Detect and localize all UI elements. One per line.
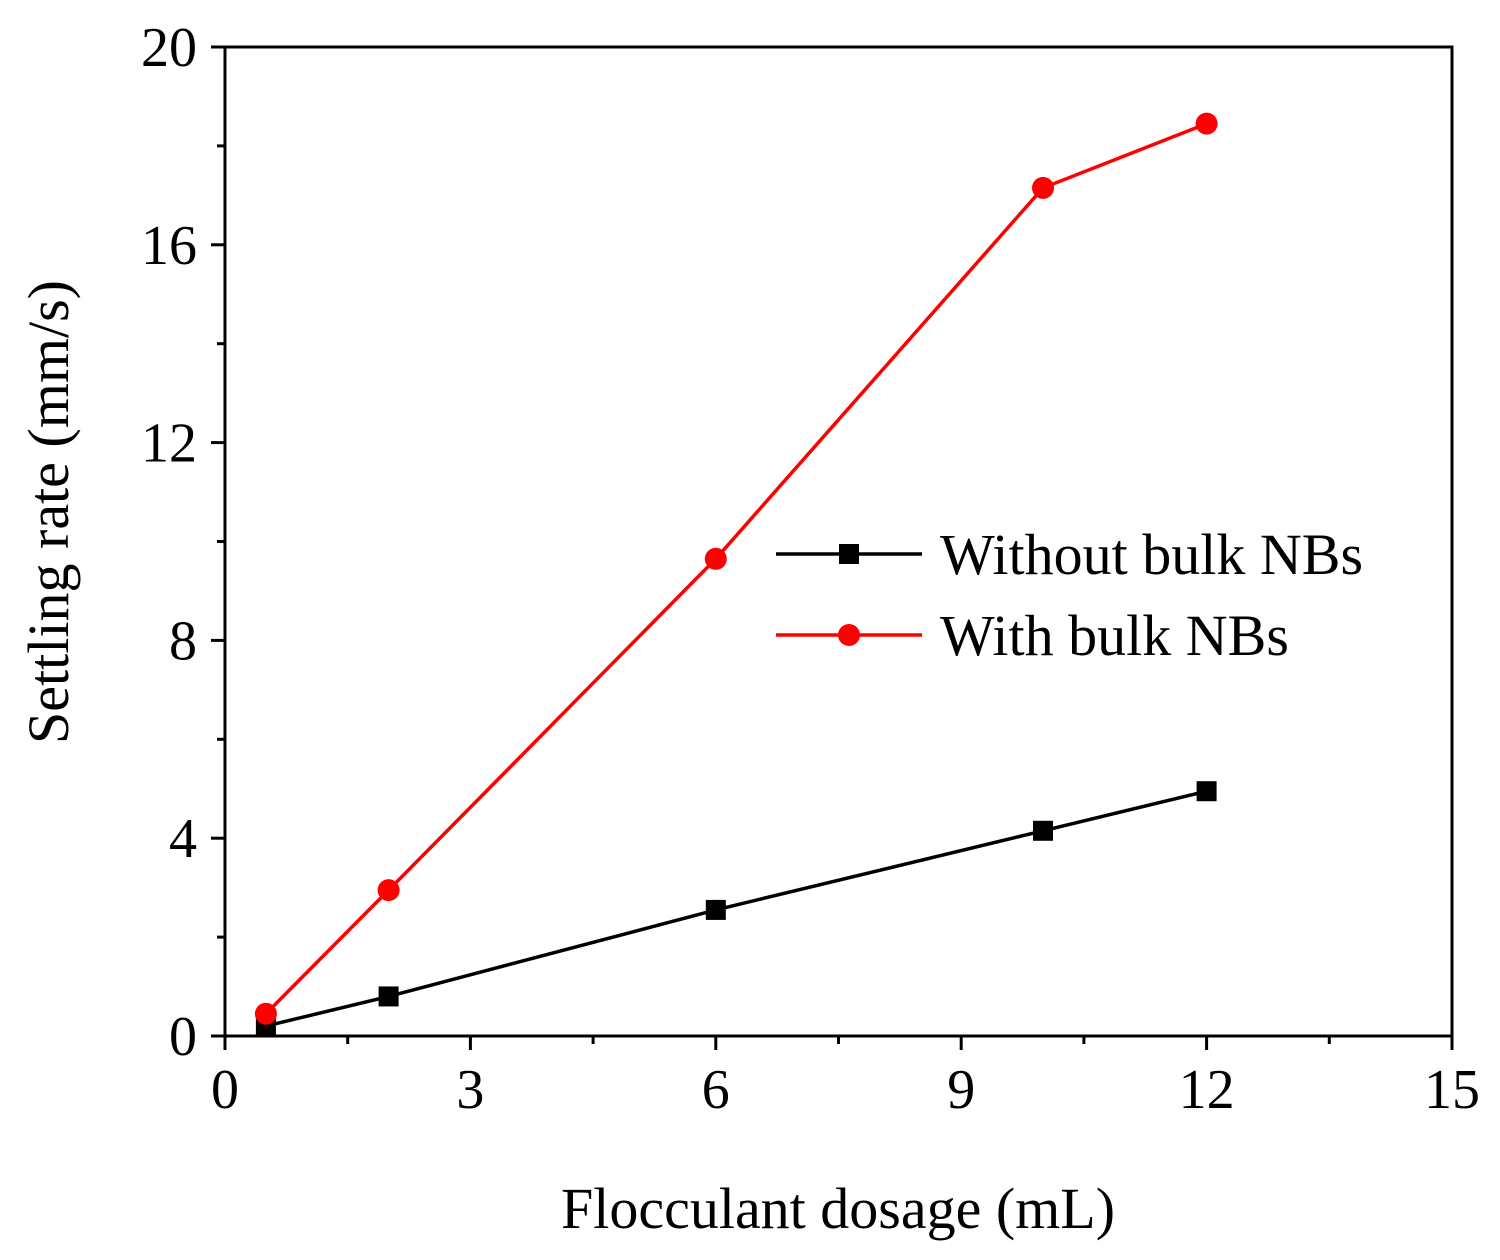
data-point-with-bulk-nbs: [377, 879, 400, 902]
legend-marker-without-bulk-nbs: [839, 544, 859, 564]
series-layer: [254, 112, 1218, 1037]
legend-marker-with-bulk-nbs: [838, 624, 860, 646]
data-point-without-bulk-nbs: [1196, 781, 1217, 802]
data-point-without-bulk-nbs: [378, 986, 399, 1007]
x-tick-label-0: 0: [211, 1059, 239, 1121]
legend-label-with-bulk-nbs: With bulk NBs: [940, 603, 1289, 668]
data-point-without-bulk-nbs: [1033, 820, 1053, 841]
legend: Without bulk NBs With bulk NBs: [776, 522, 1363, 668]
x-tick-label-12: 12: [1179, 1059, 1235, 1121]
legend-label-without-bulk-nbs: Without bulk NBs: [940, 522, 1363, 587]
y-tick-label-0: 0: [169, 1006, 197, 1068]
data-point-without-bulk-nbs: [705, 899, 726, 920]
x-axis-title: Flocculant dosage (mL): [561, 1176, 1115, 1241]
series-line-without-bulk-nbs: [265, 789, 1208, 1028]
data-point-with-bulk-nbs: [254, 1002, 277, 1025]
y-tick-label-16: 16: [141, 215, 197, 277]
y-tick-label-20: 20: [141, 17, 197, 79]
y-tick-label-4: 4: [169, 808, 197, 870]
x-tick-label-9: 9: [947, 1059, 975, 1121]
x-tick-label-15: 15: [1424, 1059, 1480, 1121]
data-point-with-bulk-nbs: [1195, 112, 1218, 135]
y-tick-label-8: 8: [169, 610, 197, 672]
x-tick-label-3: 3: [456, 1059, 484, 1121]
series-with-bulk-nbs: [254, 112, 1218, 1025]
series-without-bulk-nbs: [255, 781, 1217, 1037]
y-axis-title: Settling rate (mm/s): [16, 280, 81, 744]
axes-layer: 0 3 6 9 12 15 0 4 8 12 16 20: [141, 17, 1480, 1121]
y-tick-label-12: 12: [141, 413, 197, 475]
data-point-with-bulk-nbs: [1032, 176, 1054, 199]
data-point-with-bulk-nbs: [704, 547, 727, 570]
x-tick-label-6: 6: [702, 1059, 730, 1121]
